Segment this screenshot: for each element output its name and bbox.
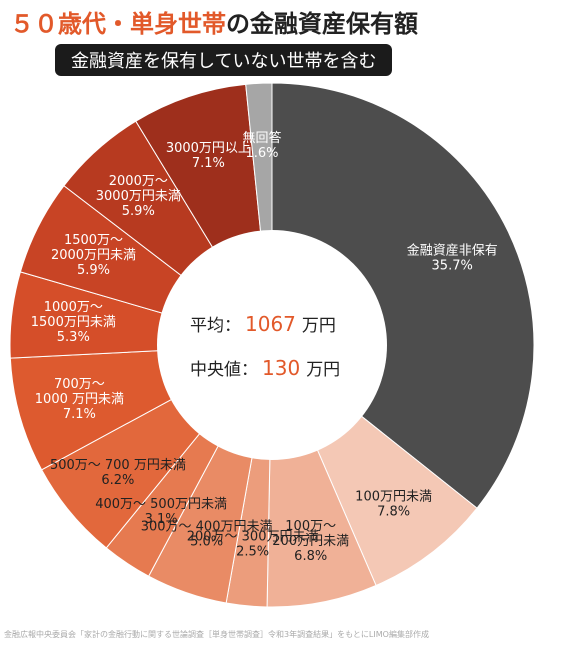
slice-label-8: 1000万～ 1500万円未満 5.3% [31, 300, 116, 345]
slice-label-12: 無回答 1.6% [242, 130, 281, 161]
slice-label-1: 100万円未満 7.8% [355, 489, 432, 519]
center-hole [157, 230, 387, 460]
average-row: 平均： 1067 万円 [190, 312, 336, 336]
slice-labels-group: 金融資産非保有 35.7%100万円未満 7.8%100万～ 200万円未満 6.8%2… [31, 130, 498, 564]
median-value: 130 [262, 356, 300, 380]
source-note: 金融広報中央委員会「家計の金融行動に関する世論調査［単身世帯調査］令和3年調査結… [4, 630, 429, 639]
center-summary: 平均： 1067 万円 中央値： 130 万円 [190, 312, 340, 380]
average-unit: 万円 [302, 316, 336, 336]
slice-label-5: 400万～ 500万円未満 3.1% [95, 497, 227, 527]
slice-label-11: 3000万円以上 7.1% [166, 141, 251, 171]
median-unit: 万円 [306, 360, 340, 380]
slice-label-6: 500万～ 700 万円未満 6.2% [50, 458, 186, 488]
median-row: 中央値： 130 万円 [190, 356, 340, 380]
slice-label-3: 200万～ 300万円未満 2.5% [187, 530, 319, 560]
slice-label-7: 700万～ 1000 万円未満 7.1% [35, 377, 124, 422]
slice-label-10: 2000万～ 3000万円未満 5.9% [96, 174, 181, 219]
slice-label-0: 金融資産非保有 35.7% [407, 243, 498, 274]
slice-label-2: 100万～ 200万円未満 6.8% [272, 519, 349, 564]
subtitle-badge: 金融資産を保有していない世帯を含む [55, 44, 393, 76]
chart-title: ５０歳代・単身世帯の金融資産保有額 [10, 4, 418, 39]
average-label: 平均： [190, 316, 241, 336]
pie-slice-0 [271, 82, 535, 509]
slice-label-4: 300万～ 400万円未満 5.0% [141, 520, 273, 550]
average-value: 1067 [245, 312, 296, 336]
median-label: 中央値： [190, 360, 258, 380]
chart-title-highlight: ５０歳代・単身世帯 [10, 10, 226, 38]
slice-label-9: 1500万～ 2000万円未満 5.9% [51, 233, 136, 278]
chart-title-rest: の金融資産保有額 [226, 10, 418, 38]
